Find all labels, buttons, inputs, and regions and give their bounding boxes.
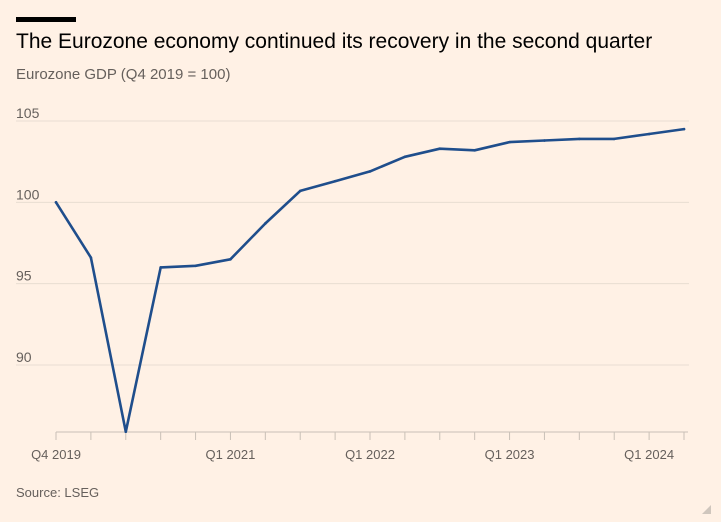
- gdp-data-point: [403, 155, 407, 159]
- gdp-data-point: [89, 256, 93, 259]
- y-tick-label: 90: [16, 349, 32, 365]
- gdp-data-point: [682, 127, 686, 131]
- gdp-data-point: [124, 430, 128, 433]
- brand-top-bar: [16, 17, 76, 22]
- gdp-data-point: [508, 140, 511, 144]
- gdp-data-point: [159, 266, 162, 269]
- gdp-data-point: [647, 132, 651, 136]
- x-tick-label: Q1 2021: [206, 447, 256, 462]
- x-tick-label: Q1 2023: [485, 447, 535, 462]
- gdp-data-point: [54, 201, 58, 204]
- gdp-data-point: [333, 179, 337, 183]
- x-tick-label: Q1 2022: [345, 447, 395, 462]
- gdp-data-point: [543, 139, 546, 142]
- gdp-data-point: [229, 257, 232, 261]
- gdp-data-point: [473, 148, 476, 152]
- gdp-data-point: [578, 137, 581, 141]
- gdp-data-point: [264, 222, 267, 225]
- chart-subtitle: Eurozone GDP (Q4 2019 = 100): [16, 66, 231, 83]
- gdp-data-point: [612, 137, 616, 141]
- y-tick-label: 100: [16, 186, 40, 202]
- gdp-series-line: [54, 127, 686, 434]
- x-tick-label: Q4 2019: [31, 447, 81, 462]
- y-tick-label: 95: [16, 268, 32, 284]
- gdp-data-point: [298, 189, 302, 193]
- x-tick-label: Q1 2024: [624, 447, 674, 462]
- y-tick-label: 105: [16, 105, 40, 121]
- source-note: Source: LSEG: [16, 485, 100, 500]
- gdp-data-point: [194, 264, 197, 268]
- resize-handle-icon[interactable]: [702, 505, 711, 514]
- gdp-data-point: [438, 147, 442, 150]
- gdp-data-point: [368, 170, 372, 173]
- chart-title: The Eurozone economy continued its recov…: [16, 30, 653, 53]
